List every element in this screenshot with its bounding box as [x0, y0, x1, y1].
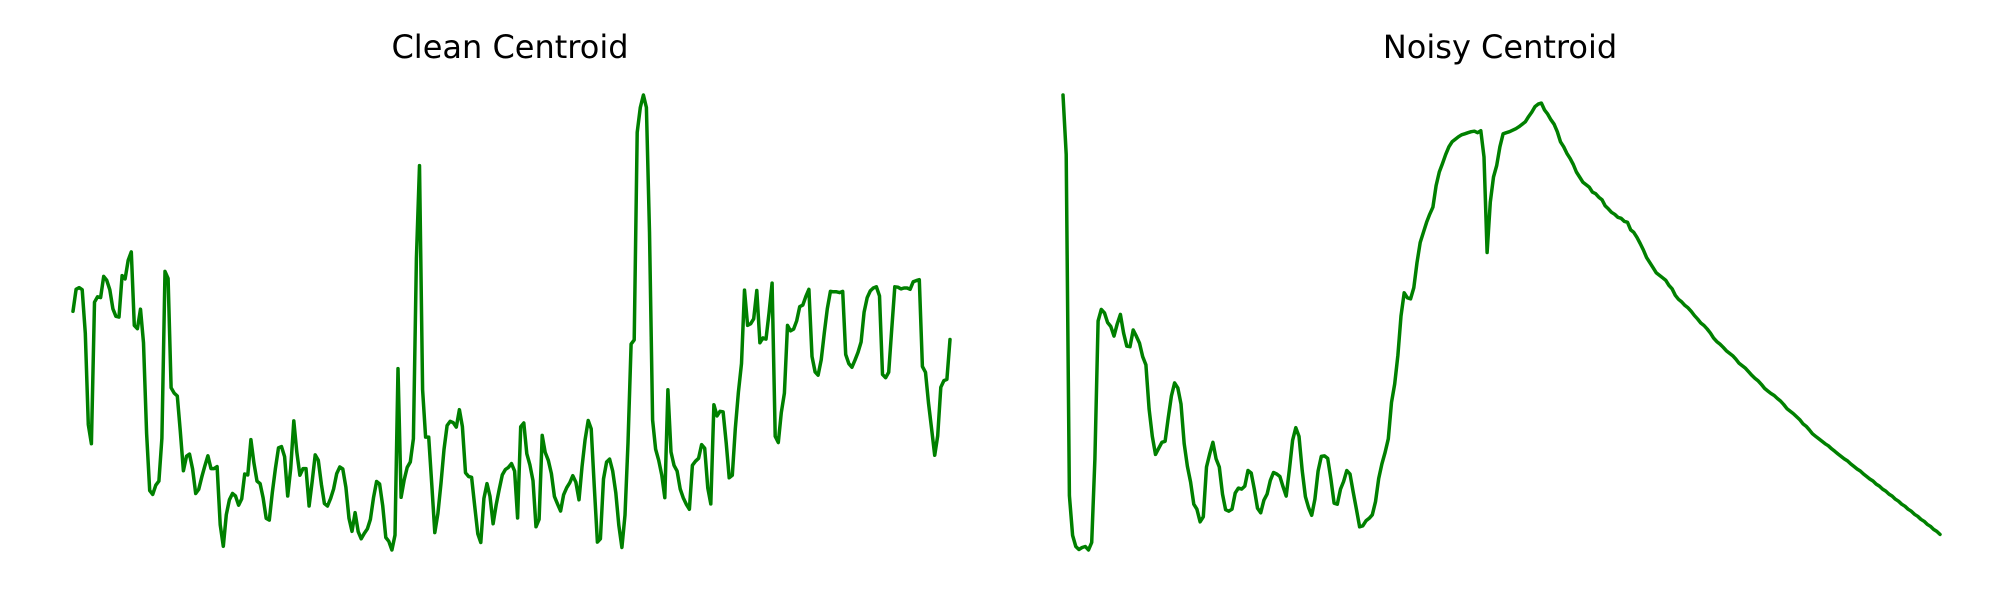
clean-centroid-panel: Clean Centroid: [71, 28, 952, 552]
clean-centroid-line: [71, 93, 952, 552]
noisy-centroid-panel: Noisy Centroid: [1061, 28, 1942, 552]
noisy-centroid-title: Noisy Centroid: [1383, 28, 1617, 66]
noisy-centroid-line: [1061, 93, 1942, 552]
clean-centroid-title: Clean Centroid: [391, 28, 628, 66]
